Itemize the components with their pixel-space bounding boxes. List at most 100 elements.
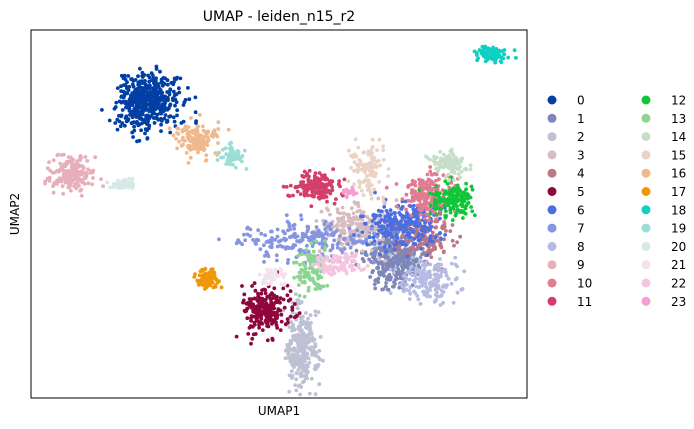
point-cluster-22 xyxy=(344,252,349,257)
point-cluster-6 xyxy=(412,237,417,241)
point-cluster-2 xyxy=(307,339,311,344)
point-cluster-16 xyxy=(216,127,221,131)
point-cluster-10 xyxy=(429,172,434,177)
point-cluster-6 xyxy=(378,213,383,218)
point-cluster-16 xyxy=(187,137,191,142)
point-cluster-0 xyxy=(145,90,150,95)
point-cluster-2 xyxy=(308,329,312,334)
point-cluster-7 xyxy=(342,237,346,242)
point-cluster-13 xyxy=(298,277,302,282)
legend-item-0: 0 xyxy=(547,94,585,108)
point-cluster-9 xyxy=(69,188,73,193)
point-cluster-10 xyxy=(410,178,415,183)
point-cluster-15 xyxy=(346,179,351,184)
legend-item-4: 4 xyxy=(547,167,585,181)
point-cluster-0 xyxy=(132,108,137,113)
point-cluster-6 xyxy=(415,210,420,215)
point-cluster-8 xyxy=(416,268,421,272)
cluster-7-points xyxy=(217,213,423,267)
point-cluster-4 xyxy=(408,246,413,250)
point-cluster-2 xyxy=(306,316,310,321)
point-cluster-1 xyxy=(372,256,376,261)
point-cluster-4 xyxy=(452,243,456,248)
point-cluster-9 xyxy=(84,174,89,179)
point-cluster-23 xyxy=(344,195,349,200)
point-cluster-9 xyxy=(101,184,105,189)
point-cluster-5 xyxy=(262,298,267,303)
point-cluster-11 xyxy=(307,168,312,173)
point-cluster-0 xyxy=(117,113,121,118)
point-cluster-22 xyxy=(342,261,347,266)
point-cluster-5 xyxy=(292,302,297,306)
legend-label-8: 8 xyxy=(577,240,585,254)
point-cluster-0 xyxy=(131,78,136,83)
point-cluster-1 xyxy=(391,284,395,289)
point-cluster-8 xyxy=(438,303,443,307)
point-cluster-12 xyxy=(428,203,433,208)
cluster-0-points xyxy=(100,64,199,144)
point-cluster-12 xyxy=(443,214,448,218)
point-cluster-16 xyxy=(192,145,197,150)
legend-label-21: 21 xyxy=(671,258,686,272)
point-cluster-3 xyxy=(362,226,367,231)
point-cluster-1 xyxy=(363,250,368,255)
point-cluster-19 xyxy=(233,165,238,170)
point-cluster-1 xyxy=(384,281,388,285)
point-cluster-7 xyxy=(251,237,255,242)
point-cluster-13 xyxy=(297,293,302,298)
point-cluster-2 xyxy=(310,352,314,357)
point-cluster-13 xyxy=(322,239,327,243)
point-cluster-6 xyxy=(405,254,410,259)
point-cluster-7 xyxy=(308,236,313,240)
point-cluster-7 xyxy=(217,237,221,242)
point-cluster-20 xyxy=(131,182,135,187)
point-cluster-16 xyxy=(191,137,196,142)
legend-marker-7 xyxy=(547,223,557,233)
point-cluster-2 xyxy=(298,320,303,325)
point-cluster-6 xyxy=(408,204,413,209)
point-cluster-8 xyxy=(425,270,430,275)
point-cluster-2 xyxy=(297,344,302,348)
point-cluster-16 xyxy=(195,141,200,146)
point-cluster-13 xyxy=(309,265,314,270)
point-cluster-7 xyxy=(298,238,303,243)
point-cluster-7 xyxy=(346,242,350,247)
point-cluster-7 xyxy=(278,238,283,243)
point-cluster-8 xyxy=(409,272,414,277)
point-cluster-13 xyxy=(317,274,322,278)
point-cluster-6 xyxy=(412,203,416,208)
point-cluster-5 xyxy=(249,341,253,346)
point-cluster-15 xyxy=(352,182,356,187)
point-cluster-2 xyxy=(289,369,294,373)
legend-item-3: 3 xyxy=(547,148,585,162)
point-cluster-0 xyxy=(159,129,163,134)
point-cluster-16 xyxy=(202,147,207,152)
point-cluster-6 xyxy=(362,221,367,226)
point-cluster-19 xyxy=(242,148,247,153)
point-cluster-10 xyxy=(417,194,421,199)
point-cluster-5 xyxy=(246,332,251,336)
point-cluster-6 xyxy=(390,235,394,239)
point-cluster-1 xyxy=(402,256,406,260)
point-cluster-7 xyxy=(288,227,293,232)
point-cluster-3 xyxy=(394,198,399,203)
legend-item-13: 13 xyxy=(641,112,686,126)
point-cluster-7 xyxy=(275,234,280,239)
point-cluster-5 xyxy=(242,308,247,313)
point-cluster-7 xyxy=(275,227,280,232)
point-cluster-22 xyxy=(344,271,349,276)
point-cluster-7 xyxy=(269,229,273,234)
point-cluster-11 xyxy=(302,169,307,174)
point-cluster-11 xyxy=(303,183,308,188)
point-cluster-18 xyxy=(483,59,488,64)
point-cluster-1 xyxy=(390,240,394,245)
point-cluster-9 xyxy=(66,185,71,190)
point-cluster-5 xyxy=(290,305,295,310)
point-cluster-6 xyxy=(388,244,392,249)
point-cluster-14 xyxy=(459,169,464,174)
point-cluster-11 xyxy=(311,189,316,193)
point-cluster-9 xyxy=(67,159,72,164)
legend-label-14: 14 xyxy=(671,130,686,144)
point-cluster-0 xyxy=(130,130,135,135)
point-cluster-11 xyxy=(337,179,342,184)
